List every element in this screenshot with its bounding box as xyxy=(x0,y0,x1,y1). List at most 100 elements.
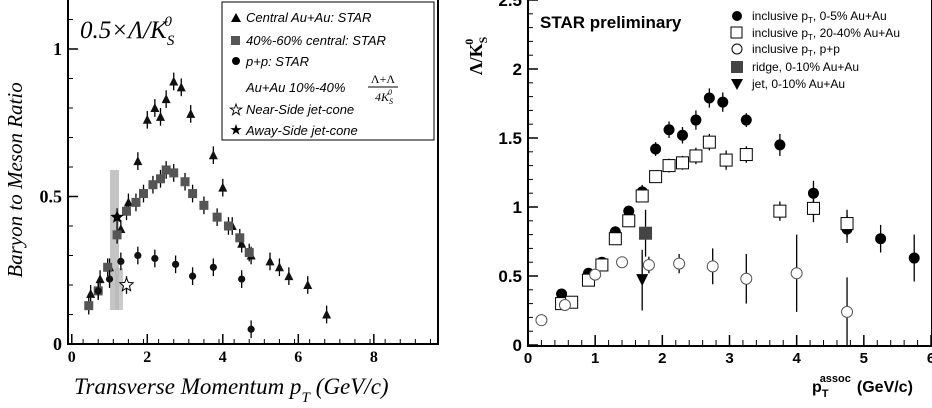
triangle-marker xyxy=(265,256,275,266)
circle-marker xyxy=(247,325,255,333)
right-xlabel-sub: T xyxy=(822,388,829,400)
right-ytick-label: 1 xyxy=(513,198,522,217)
right-xtick-label: 0 xyxy=(524,350,532,367)
left-xtick-label: 8 xyxy=(370,349,378,366)
triangle-marker xyxy=(186,108,196,118)
square-marker xyxy=(103,262,113,272)
open-circle-marker xyxy=(706,260,719,273)
triangle-marker xyxy=(142,114,152,124)
legend-triangle-marker xyxy=(231,13,241,22)
triangle-marker xyxy=(208,150,218,160)
open-square-marker xyxy=(662,159,676,173)
right-ytick-label: 1.5 xyxy=(498,129,522,148)
circle-marker xyxy=(238,275,246,283)
filled-circle-marker xyxy=(703,92,715,104)
filled-circle-marker xyxy=(717,96,729,108)
square-marker xyxy=(131,197,141,207)
right-legend-item-4: jet, 0-10% Au+Au xyxy=(751,77,845,91)
legend-open-star-marker xyxy=(228,102,244,116)
triangle-marker xyxy=(303,280,313,289)
filled-circle-marker xyxy=(663,124,675,136)
left-chart-title: 0.5×Λ/KS0 xyxy=(80,14,175,49)
triangle-marker xyxy=(150,103,160,112)
open-square-marker xyxy=(806,201,820,215)
square-marker xyxy=(180,177,190,187)
open-circle-marker xyxy=(673,257,686,270)
triangle-marker xyxy=(133,156,143,166)
right-legend-item-1-tail: , 20-40% Au+Au xyxy=(813,26,900,40)
left-chart: 0.5×Λ/KS0 Baryon to Meson Ratio Transver… xyxy=(3,0,439,406)
triangle-marker xyxy=(274,262,284,272)
square-marker xyxy=(188,189,198,199)
square-marker xyxy=(212,212,222,222)
right-legend-item-2-tail: , p+p xyxy=(813,42,840,56)
triangle-marker xyxy=(176,82,186,92)
legend-circle-marker xyxy=(232,57,240,65)
right-legend-item-2-sub: T xyxy=(808,49,813,58)
left-legend: Central Au+Au: STAR 40%-60% central: STA… xyxy=(221,1,435,141)
open-square-marker xyxy=(719,153,733,167)
legend-filled-square-marker xyxy=(731,61,743,73)
square-marker xyxy=(148,180,158,190)
legend-filled-star-marker xyxy=(230,124,242,135)
triangle-marker xyxy=(156,111,165,121)
left-ylabel: Baryon to Meson Ratio xyxy=(3,82,27,277)
circle-marker xyxy=(172,260,180,268)
right-ytick-label: 0 xyxy=(513,336,522,355)
right-xtick-label: 1 xyxy=(591,350,599,367)
legend-triangle-down-marker xyxy=(731,79,743,90)
left-title-sup: 0 xyxy=(164,14,172,30)
right-data-points xyxy=(535,88,920,347)
right-xtick-label: 2 xyxy=(658,350,666,367)
right-xlabel: pTassoc (GeV/c) xyxy=(812,373,913,400)
circle-marker xyxy=(94,287,102,295)
left-legend-item-2: p+p: STAR xyxy=(245,54,309,69)
right-xtick-label: 3 xyxy=(725,350,733,367)
right-chart-title: STAR preliminary xyxy=(540,13,682,32)
triangle-marker xyxy=(86,288,96,298)
circle-marker xyxy=(151,254,159,263)
left-legend-item-3: Au+Au 10%-40% xyxy=(245,80,345,95)
legend-open-circle-marker xyxy=(731,43,743,55)
right-axes: 0 1 2 3 4 5 6 0 0.5 1 1.5 2 2.5 xyxy=(498,0,932,367)
right-xlabel-unit: (GeV/c) xyxy=(857,379,913,396)
left-xtick-label: 6 xyxy=(294,349,302,366)
left-xtick-label: 2 xyxy=(143,349,151,366)
right-legend-item-0: inclusive pT, 0-5% Au+Au xyxy=(752,9,887,25)
square-marker xyxy=(199,200,209,210)
right-xtick-label: 6 xyxy=(927,350,932,367)
triangle-down-marker xyxy=(636,274,649,287)
triangle-marker xyxy=(284,271,294,281)
triangle-marker xyxy=(161,94,171,104)
square-marker xyxy=(139,189,149,199)
right-ylabel-sup: 0 xyxy=(462,39,476,45)
left-title-sub: S xyxy=(167,33,175,49)
filled-square-marker xyxy=(639,226,653,240)
legend-fraction-den-sub: S xyxy=(389,97,393,106)
right-xlabel-sup: assoc xyxy=(820,373,851,385)
left-axes: 0 2 4 6 8 0 0.5 1 xyxy=(40,19,431,366)
filled-circle-marker xyxy=(623,205,635,217)
open-circle-marker xyxy=(535,314,548,327)
right-xtick-label: 5 xyxy=(860,350,868,367)
right-ytick-label: 2 xyxy=(513,60,522,79)
legend-fraction-numerator: Λ+Λ xyxy=(371,72,395,86)
triangle-marker xyxy=(322,309,332,319)
open-square-marker xyxy=(595,258,609,272)
triangle-marker xyxy=(218,182,228,192)
left-xtick-label: 0 xyxy=(68,349,76,366)
right-plot-frame xyxy=(527,0,932,347)
filled-circle-marker xyxy=(908,252,920,264)
open-circle-marker xyxy=(589,268,602,281)
circle-marker xyxy=(117,257,125,265)
filled-circle-marker xyxy=(556,288,568,300)
square-marker xyxy=(235,233,245,243)
right-ylabel-sub: S xyxy=(476,36,490,43)
filled-circle-marker xyxy=(740,114,752,126)
left-xlabel-sub: T xyxy=(301,390,311,406)
open-square-marker xyxy=(675,156,689,170)
open-square-marker xyxy=(773,204,787,218)
left-legend-item-1: 40%-60% central: STAR xyxy=(246,33,386,48)
right-legend-item-2: inclusive pT, p+p xyxy=(752,42,840,58)
